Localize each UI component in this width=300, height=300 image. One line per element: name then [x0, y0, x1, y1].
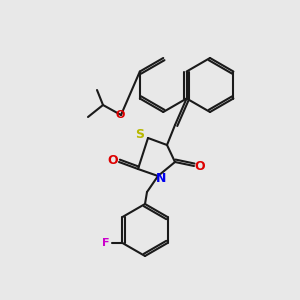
Text: O: O: [195, 160, 205, 172]
Text: F: F: [102, 238, 109, 248]
Text: S: S: [136, 128, 145, 142]
Text: O: O: [115, 110, 125, 120]
Text: N: N: [156, 172, 166, 185]
Text: O: O: [108, 154, 118, 166]
